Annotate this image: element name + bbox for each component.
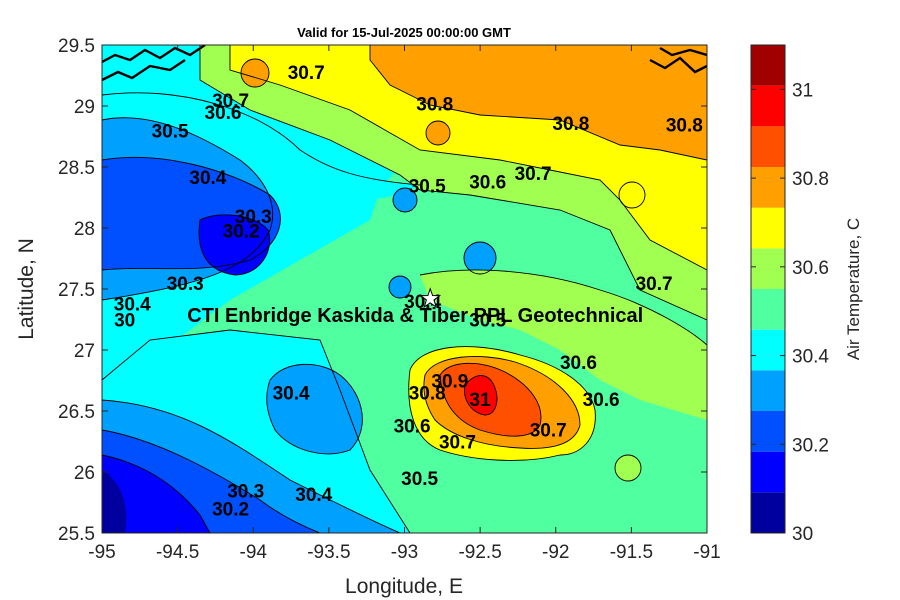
spot-30-3-a: [393, 188, 417, 212]
contour-label: 30.7: [515, 164, 552, 185]
contour-label: 30.6: [560, 353, 597, 374]
colorbar-swatch: [751, 45, 785, 86]
x-tick-label: -93: [391, 542, 418, 563]
contour-label: 30.3: [235, 207, 272, 228]
colorbar-swatch: [751, 411, 785, 452]
x-tick-label: -94.5: [156, 542, 199, 563]
band-30-6-east: [420, 270, 707, 420]
contour-label: 30.2: [212, 500, 249, 521]
colorbar-tick-label: 31: [792, 80, 813, 101]
colorbar-swatch: [751, 248, 785, 289]
coastline: [102, 45, 707, 82]
contour-label: 30.6: [205, 103, 242, 124]
y-tick-label: 26: [74, 463, 95, 484]
band-30-0-south: [102, 470, 127, 533]
band-30-1-west: [199, 214, 270, 275]
contour-label: 30.7: [636, 274, 673, 295]
contour-label: 30.6: [583, 390, 620, 411]
chart-title: Valid for 15-Jul-2025 00:00:00 GMT: [297, 25, 511, 40]
spot-30-3-b: [464, 242, 496, 274]
colorbar-tick-label: 30: [792, 524, 813, 545]
contour-label: 30.4: [273, 384, 310, 405]
colorbar-swatch: [751, 167, 785, 208]
y-tick-label: 25.5: [58, 524, 95, 545]
colorbar-label: Air Temperature, C: [844, 218, 863, 360]
x-axis-ticks: -95 -94.5 -94 -93.5 -93 -92.5 -92 -91.5 -91: [88, 45, 721, 563]
y-tick-label: 28.5: [58, 158, 95, 179]
colorbar-swatch: [751, 329, 785, 371]
colorbar-tick-label: 30.8: [792, 169, 829, 190]
colorbar-swatch: [751, 451, 785, 493]
contour-label: 30.5: [409, 176, 446, 197]
contour-labels: 30.730.730.6 30.830.8 30.830.530.4 30.5 30.6…: [114, 63, 703, 521]
contour-field: 30.730.730.6 30.830.8 30.830.530.4 30.5 30.6…: [102, 45, 707, 533]
x-tick-label: -92.5: [458, 542, 501, 563]
y-tick-label: 29.5: [58, 36, 95, 57]
colorbar-frame: [750, 44, 786, 534]
colorbar-swatch: [751, 126, 785, 167]
band-30-1-south: [102, 455, 210, 533]
x-tick-label: -94: [240, 542, 268, 563]
contour-label: 30: [114, 311, 135, 332]
contour-label: 30.4: [114, 295, 151, 316]
x-tick-label: -93.5: [307, 542, 350, 563]
colorbar-tick-label: 30.6: [792, 258, 829, 279]
y-tick-label: 29: [74, 97, 95, 118]
contour-label: 30.5: [152, 121, 189, 142]
band-30-8-north: [370, 45, 707, 160]
contour-label: 30.2: [223, 221, 260, 242]
band-31-hot: [464, 375, 497, 415]
y-tick-label: 27: [74, 341, 95, 362]
colorbar-tick-label: 30.4: [792, 347, 829, 368]
site-label: CTI Enbridge Kaskida & Tiber PPL Geotech…: [187, 305, 643, 327]
colorbar-swatch: [751, 85, 785, 127]
contour-label: 30.3: [227, 481, 264, 502]
colorbar-tick-label: 30.2: [792, 435, 829, 456]
contour-label: 30.8: [416, 95, 453, 116]
contour-label: 30.8: [666, 115, 703, 136]
contour-label: 30.6: [394, 417, 431, 438]
colorbar-swatch: [751, 207, 785, 249]
x-tick-label: -95: [88, 542, 115, 563]
y-tick-label: 26.5: [58, 402, 95, 423]
contour-label: 30.7: [212, 91, 249, 112]
x-axis-label: Longitude, E: [345, 575, 463, 598]
contour-label: 30.6: [469, 173, 506, 194]
spot-30-8-mid: [426, 121, 450, 145]
contour-lines: [102, 45, 707, 533]
colorbar-swatch: [751, 370, 785, 411]
colorbar: [750, 44, 786, 534]
site-star-icon: [419, 287, 442, 309]
contour-label: 30.8: [409, 384, 446, 405]
site-annotation: CTI Enbridge Kaskida & Tiber PPL Geotech…: [187, 287, 643, 327]
contour-label: 30.7: [439, 433, 476, 454]
y-tick-label: 27.5: [58, 280, 95, 301]
y-axis-label: Latitude, N: [15, 238, 38, 340]
contour-label: 30.8: [552, 114, 589, 135]
contour-label: 30.5: [401, 469, 438, 490]
colorbar-swatch: [751, 289, 785, 330]
contour-label: 30.9: [431, 372, 468, 393]
contour-label: 30.4: [189, 168, 226, 189]
contour-label: 30.4: [295, 485, 332, 506]
spot-30-6-southeast: [615, 455, 641, 481]
x-tick-label: -91: [693, 542, 720, 563]
contour-label: 30.7: [288, 63, 325, 84]
x-tick-label: -91.5: [610, 542, 653, 563]
y-axis-ticks: 29.5 29 28.5 28 27.5 27 26.5 26 25.5: [58, 36, 707, 545]
spot-30-3-c: [389, 276, 411, 298]
x-tick-label: -92: [542, 542, 569, 563]
contour-label: 30.5: [469, 311, 506, 332]
contour-label: 30.7: [530, 420, 567, 441]
spot-30-7-east: [619, 182, 645, 208]
colorbar-swatch: [751, 492, 785, 533]
contour-label: 30.3: [167, 274, 204, 295]
colorbar-ticks: 31 30.8 30.6 30.4 30.2 30: [751, 80, 829, 545]
y-tick-label: 28: [74, 219, 95, 240]
contour-label: 31: [470, 390, 492, 411]
